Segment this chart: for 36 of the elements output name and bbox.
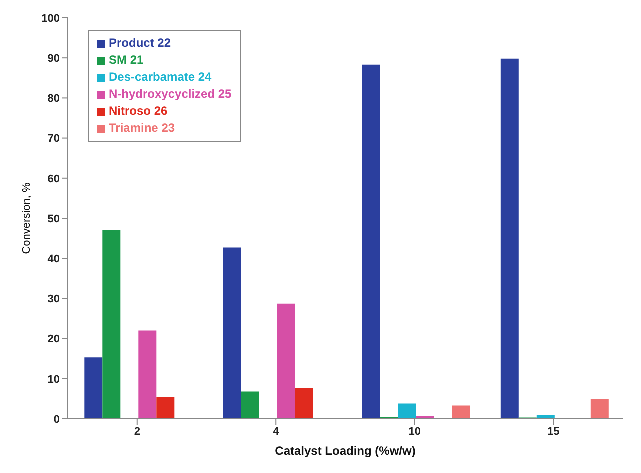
bar	[590, 398, 609, 419]
y-tick-label: 40	[48, 254, 60, 266]
legend-label: Product 22	[108, 35, 172, 52]
y-tick-label: 80	[48, 93, 60, 106]
legend-label: Triamine 23	[108, 120, 176, 137]
y-axis-title: Conversion, %	[20, 182, 33, 254]
bar	[277, 304, 296, 419]
y-tick-label: 60	[48, 173, 60, 186]
y-tick-label: 90	[48, 53, 60, 66]
bar	[84, 358, 103, 419]
bar	[452, 406, 470, 419]
bar	[156, 396, 175, 419]
legend-label: Des-carbamate 24	[108, 69, 213, 86]
legend-label: Nitroso 26	[108, 103, 169, 120]
bar	[362, 64, 380, 419]
x-tick-label: 4	[273, 426, 280, 438]
bar	[223, 248, 242, 419]
bar	[241, 392, 260, 419]
bar	[295, 388, 314, 419]
x-tick-label: 2	[134, 426, 140, 438]
y-tick-label: 0	[54, 414, 60, 426]
legend-label: SM 21	[108, 52, 145, 69]
x-tick-label: 10	[408, 426, 421, 438]
y-tick-label: 10	[48, 374, 60, 386]
bar	[500, 58, 519, 419]
y-tick-label: 30	[48, 294, 60, 306]
x-tick-label: 15	[548, 426, 560, 438]
y-tick-label: 20	[48, 334, 60, 346]
y-tick-label: 100	[42, 12, 60, 25]
legend-label: N-hydroxycyclized 25	[108, 86, 232, 103]
y-tick-label: 70	[48, 133, 60, 146]
bar	[138, 330, 157, 419]
y-tick-label: 50	[48, 213, 60, 226]
x-axis-title: Catalyst Loading (%w/w)	[275, 444, 416, 458]
bar	[398, 404, 416, 419]
bar	[102, 230, 121, 419]
